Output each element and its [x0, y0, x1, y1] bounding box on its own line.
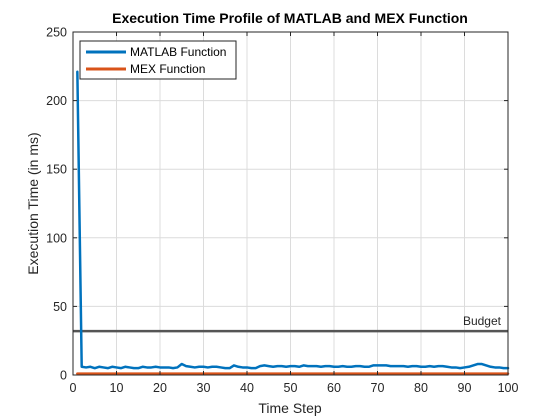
x-tick-label: 60	[327, 381, 341, 395]
x-axis-ticks: 0 10 20 30 40 50 60 70 80 90 100	[70, 32, 519, 395]
budget-label: Budget	[463, 314, 502, 328]
budget-reference-group: Budget	[73, 314, 508, 333]
x-tick-label: 50	[284, 381, 298, 395]
y-axis-ticks: 0 50 100 150 200 250	[46, 26, 508, 383]
series-group	[76, 70, 510, 375]
grid-lines	[73, 32, 508, 375]
y-tick-label: 150	[46, 163, 67, 177]
x-tick-label: 30	[197, 381, 211, 395]
y-tick-label: 200	[46, 94, 67, 108]
y-tick-label: 100	[46, 231, 67, 245]
series-line-matlab-function	[76, 70, 510, 370]
y-tick-label: 250	[46, 26, 67, 40]
y-axis-label: Execution Time (in ms)	[25, 132, 41, 274]
x-tick-label: 10	[110, 381, 124, 395]
legend-label-matlab-function: MATLAB Function	[130, 45, 226, 59]
x-tick-label: 70	[371, 381, 385, 395]
x-tick-label: 90	[458, 381, 472, 395]
legend-label-mex-function: MEX Function	[130, 62, 205, 76]
x-tick-label: 80	[414, 381, 428, 395]
legend-box	[79, 40, 237, 80]
legend: MATLAB Function MEX Function	[79, 40, 237, 80]
x-tick-label: 0	[70, 381, 77, 395]
x-tick-label: 20	[153, 381, 167, 395]
chart-title: Execution Time Profile of MATLAB and MEX…	[112, 10, 468, 26]
x-tick-label: 100	[498, 381, 519, 395]
x-axis-label: Time Step	[258, 400, 321, 416]
y-tick-label: 50	[53, 300, 67, 314]
y-tick-label: 0	[60, 369, 67, 383]
x-tick-label: 40	[240, 381, 254, 395]
